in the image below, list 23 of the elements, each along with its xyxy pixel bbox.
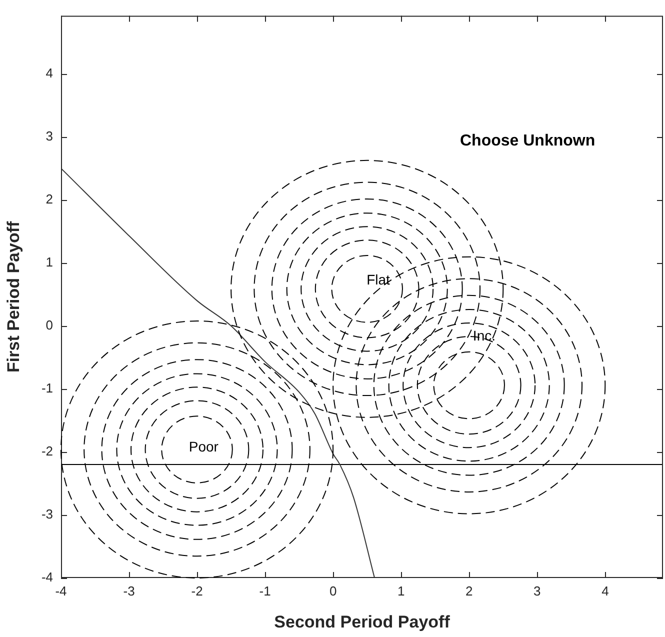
annotation: Choose Unknown <box>460 132 596 150</box>
y-axis-title: First Period Payoff <box>4 220 23 372</box>
y-tick-label: -4 <box>41 570 53 585</box>
x-tick-label: 1 <box>397 583 405 598</box>
y-tick-label: -3 <box>41 506 53 522</box>
annotation: Poor <box>188 438 219 454</box>
y-tick-label: 2 <box>46 191 53 206</box>
x-axis-title: Second Period Payoff <box>274 612 450 632</box>
y-tick-label: 3 <box>46 128 53 144</box>
x-tick-label: -1 <box>259 583 271 598</box>
x-tick-label: 3 <box>534 583 541 598</box>
y-tick-label: -1 <box>41 380 53 396</box>
x-tick-label: -3 <box>123 583 135 598</box>
annotation: Flat <box>366 271 390 288</box>
x-tick-label: 4 <box>602 583 609 598</box>
x-tick-label: -2 <box>191 583 203 598</box>
y-tick-label: 0 <box>46 317 53 332</box>
y-tick-label: -2 <box>41 444 53 459</box>
y-tick-label: 1 <box>46 254 53 270</box>
x-tick-label: 2 <box>466 583 473 598</box>
y-tick-label: 4 <box>46 65 53 80</box>
x-tick-label: 0 <box>329 583 337 598</box>
x-tick-label: -4 <box>55 583 67 598</box>
